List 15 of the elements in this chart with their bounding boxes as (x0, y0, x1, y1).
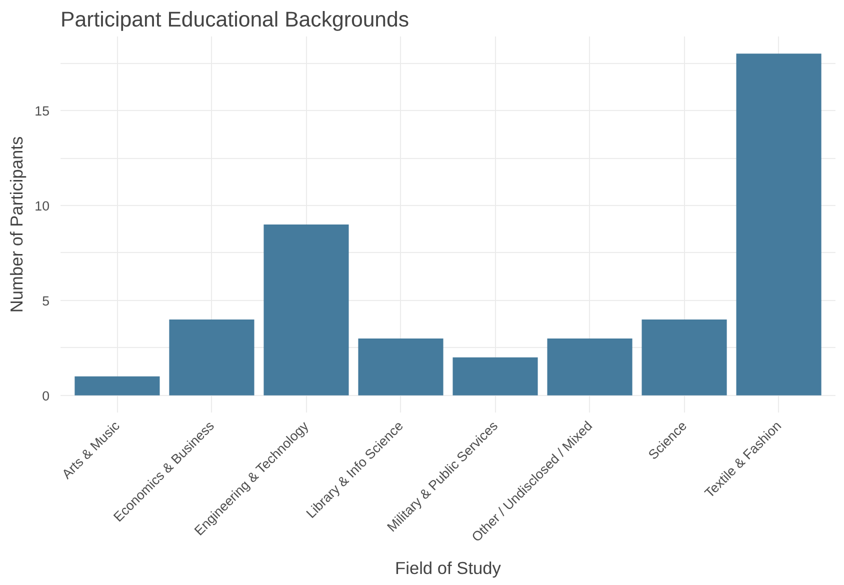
bar (736, 54, 822, 396)
bar (264, 224, 349, 396)
y-tick-label: 0 (42, 388, 50, 404)
x-axis-title: Field of Study (395, 558, 502, 578)
bar (547, 338, 632, 396)
y-axis-title: Number of Participants (6, 136, 27, 313)
bar (74, 376, 160, 396)
bar (358, 338, 444, 396)
chart-title: Participant Educational Backgrounds (60, 8, 410, 32)
bar (169, 319, 254, 396)
y-tick-label: 10 (34, 198, 50, 214)
bar (642, 319, 727, 396)
bar (452, 357, 538, 396)
y-tick-label: 5 (42, 293, 50, 308)
y-tick-label: 15 (34, 104, 50, 119)
